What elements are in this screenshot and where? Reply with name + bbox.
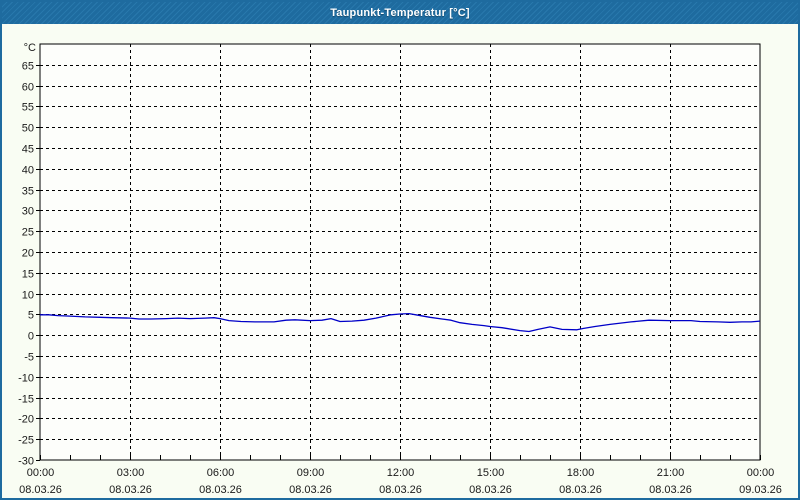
y-tick-label: 0: [28, 331, 34, 343]
x-tick-time-label: 18:00: [567, 467, 595, 479]
x-tick-time-label: 21:00: [657, 467, 685, 479]
y-tick-label: 5: [28, 310, 34, 322]
y-tick-label: 20: [22, 248, 34, 260]
y-tick-label: 15: [22, 269, 34, 281]
x-tick-date-label: 08.03.26: [379, 484, 422, 496]
x-tick-date-label: 08.03.26: [469, 484, 512, 496]
y-tick-label: 25: [22, 227, 34, 239]
y-tick-label: -25: [18, 435, 34, 447]
y-tick-label: -10: [18, 373, 34, 385]
y-axis-unit-label: °C: [24, 42, 36, 54]
y-tick-label: 45: [22, 144, 34, 156]
x-tick-time-label: 00:00: [747, 467, 775, 479]
series-line-taupunkt: [40, 312, 761, 333]
x-tick-date-label: 09.03.26: [739, 484, 782, 496]
x-tick-date-label: 08.03.26: [19, 484, 62, 496]
x-tick-date-label: 08.03.26: [289, 484, 332, 496]
y-tick-label: 55: [22, 102, 34, 114]
x-tick-date-label: 08.03.26: [199, 484, 242, 496]
y-tick-label: 60: [22, 82, 34, 94]
y-tick-label: 35: [22, 186, 34, 198]
dewpoint-line-chart: °C65605550454035302520151050-5-10-15-20-…: [18, 42, 782, 496]
y-tick-label: 40: [22, 165, 34, 177]
x-tick-time-label: 00:00: [27, 467, 55, 479]
y-tick-label: -30: [18, 456, 34, 468]
y-tick-label: 10: [22, 290, 34, 302]
x-tick-time-label: 09:00: [297, 467, 325, 479]
x-tick-date-label: 08.03.26: [559, 484, 602, 496]
y-tick-label: 65: [22, 61, 34, 73]
window-titlebar[interactable]: Taupunkt-Temperatur [°C]: [2, 2, 798, 24]
x-tick-time-label: 03:00: [117, 467, 145, 479]
window-title: Taupunkt-Temperatur [°C]: [330, 7, 470, 19]
x-tick-time-label: 12:00: [387, 467, 415, 479]
x-tick-time-label: 15:00: [477, 467, 505, 479]
y-tick-label: -15: [18, 394, 34, 406]
x-tick-time-label: 06:00: [207, 467, 235, 479]
x-tick-date-label: 08.03.26: [649, 484, 692, 496]
y-tick-label: 30: [22, 206, 34, 218]
y-tick-label: -20: [18, 414, 34, 426]
y-tick-label: 50: [22, 123, 34, 135]
chart-area: °C 65 60 55 50 45 40 35 30 25 20 15 10 5 0 -5 -10 -15 -20-…: [2, 24, 798, 498]
x-tick-date-label: 08.03.26: [109, 484, 152, 496]
y-tick-label: -5: [24, 352, 34, 364]
